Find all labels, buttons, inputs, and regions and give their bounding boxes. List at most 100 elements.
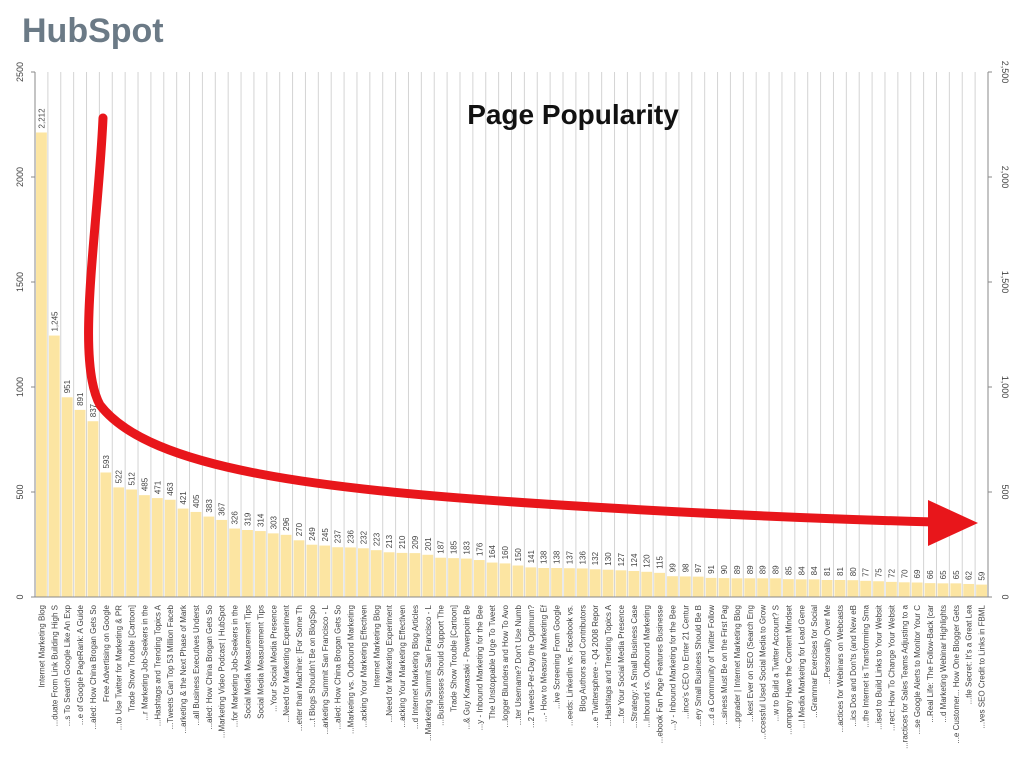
x-tick-label: ...Personality Over Me <box>823 604 832 684</box>
x-tick-label: ...ised to Build Links to Your Websit <box>875 604 884 730</box>
bar <box>113 487 125 597</box>
x-tick-label: ...logger Blunders and How To Avo <box>501 604 510 727</box>
bar <box>692 576 704 597</box>
bar <box>963 583 975 597</box>
data-label: 185 <box>450 540 459 554</box>
bar <box>177 508 189 597</box>
bar <box>821 579 833 597</box>
x-tick-label: ...Grammar Exercises for Social <box>810 605 819 718</box>
bar <box>770 578 781 597</box>
data-label: 72 <box>887 568 896 577</box>
x-tick-label: ...for Marketing Job-Seekers in the <box>231 604 240 727</box>
y-tick-label: 1000 <box>15 377 25 397</box>
x-tick-label: ...all Business Executives Underst <box>192 604 201 725</box>
bar <box>87 421 99 597</box>
x-tick-label: ...for Your Social Media Presence <box>617 604 626 723</box>
bar <box>100 472 112 597</box>
bar <box>950 583 962 597</box>
x-tick-label: ...acking Your Marketing Effectiven <box>398 605 407 728</box>
bar <box>898 582 910 597</box>
data-label: 136 <box>578 551 587 565</box>
bar <box>782 579 794 597</box>
y2-tick-label: 0 <box>1000 594 1010 599</box>
x-tick-label: ...r Marketing Job-Seekers in the <box>140 604 149 720</box>
x-tick-label: ...ics Dos and Don'ts (and New eB <box>849 605 858 727</box>
data-label: 138 <box>540 550 549 564</box>
x-tick-label: ...- How to Measure Marketing Ef <box>540 604 549 722</box>
bar <box>139 495 150 597</box>
bar <box>409 553 421 597</box>
data-label: 201 <box>424 537 433 551</box>
bar <box>383 552 395 597</box>
data-label: 138 <box>553 550 562 564</box>
bar <box>370 550 382 597</box>
bar <box>280 534 292 597</box>
bar <box>242 530 253 597</box>
y2-tick-label: 2,000 <box>1000 166 1010 189</box>
x-tick-label: ...Inbound vs. Outbound Marketing <box>643 605 652 728</box>
data-label: 80 <box>849 567 858 576</box>
data-label: 210 <box>398 535 407 549</box>
x-tick-label: ...Hashtags and Trending Topics A <box>153 604 162 726</box>
data-label: 115 <box>656 556 665 569</box>
bar <box>731 578 743 597</box>
bar <box>834 579 846 597</box>
data-label: 98 <box>681 563 690 572</box>
bar <box>602 569 614 597</box>
bar <box>48 335 60 597</box>
data-label: 141 <box>527 549 536 563</box>
data-label: 84 <box>810 566 819 575</box>
data-label: 421 <box>179 491 188 505</box>
x-tick-label: Trade Show Trouble [Cartoon] <box>450 605 459 712</box>
bar <box>976 584 987 597</box>
data-label: 137 <box>565 550 574 564</box>
bar <box>718 578 730 597</box>
data-label: 84 <box>797 566 806 575</box>
data-label: 296 <box>282 517 291 531</box>
data-label: 232 <box>359 530 368 544</box>
data-label: 319 <box>243 512 252 526</box>
x-tick-label: ...Strategy: A Small Business Case <box>630 604 639 728</box>
bar <box>422 554 434 597</box>
x-tick-label: ...to Use Twitter for Marketing & PR <box>115 605 124 730</box>
x-tick-label: ...rect: How To Change Your Websit <box>887 604 896 731</box>
x-tick-label: ...y - Inbound Marketing for the Bee <box>668 604 677 730</box>
bar <box>795 579 807 597</box>
data-label: 471 <box>153 480 162 494</box>
bar <box>151 498 163 597</box>
x-tick-label: ...aled: How China Brogan Gets So <box>89 604 98 729</box>
x-tick-label: ...e Customer... How One Blogger Gets <box>952 605 961 744</box>
data-label: 97 <box>694 563 703 572</box>
y-tick-label: 2500 <box>15 62 25 82</box>
data-label: 132 <box>591 551 600 565</box>
y-tick-label: 500 <box>15 484 25 499</box>
data-label: 127 <box>617 552 626 566</box>
bar <box>164 499 176 597</box>
data-label: 183 <box>462 541 471 555</box>
bar <box>203 516 215 597</box>
bar <box>36 132 47 598</box>
data-label: 77 <box>862 567 871 576</box>
x-tick-label: ...eeds: LinkedIn vs. Facebook vs. <box>565 605 574 726</box>
data-label: 213 <box>385 534 394 548</box>
bar <box>435 557 447 597</box>
x-tick-label: ...d a Community of Twitter Follow <box>707 605 716 726</box>
data-label: 176 <box>475 542 484 556</box>
x-tick-label: ...d Marketing Webinar Highlights <box>939 605 948 723</box>
bar <box>486 562 498 597</box>
bar <box>576 568 588 597</box>
data-label: 130 <box>604 552 613 566</box>
bar <box>461 558 472 597</box>
bar <box>126 489 137 597</box>
bar <box>564 568 575 597</box>
bar <box>886 581 897 597</box>
data-label: 99 <box>668 563 677 572</box>
x-tick-label: ...w to Build a Twitter Account? S <box>772 605 781 721</box>
x-tick-label: Blog Authors and Contributors <box>578 605 587 712</box>
x-tick-label: ...d Internet Marketing Blog Articles <box>411 605 420 729</box>
data-label: 249 <box>308 527 317 541</box>
x-tick-label: ...Need for Marketing Experiment <box>282 604 291 722</box>
x-tick-label: ...duate From Link Building High S <box>50 605 59 726</box>
bar <box>757 578 769 597</box>
bar <box>332 547 344 597</box>
